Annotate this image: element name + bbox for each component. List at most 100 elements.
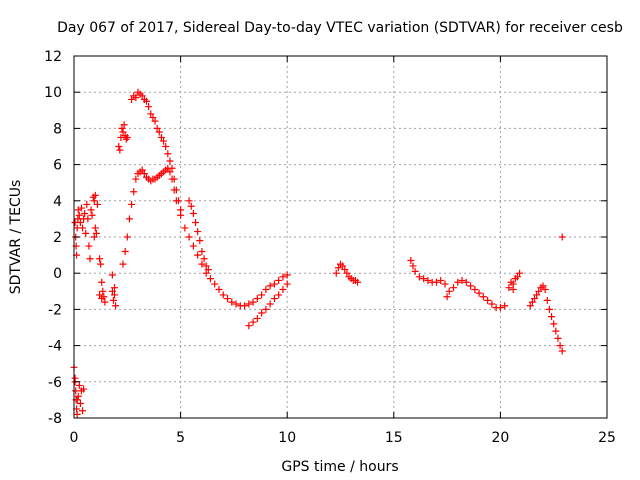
- data-point: [415, 273, 423, 281]
- series-rising-tail: [245, 280, 291, 330]
- data-point: [109, 296, 117, 304]
- data-point: [82, 229, 90, 237]
- data-point: [279, 273, 287, 281]
- data-point: [90, 233, 98, 241]
- y-tick-label: 6: [53, 158, 62, 174]
- data-point: [270, 295, 278, 303]
- data-point: [541, 285, 549, 293]
- data-point: [432, 278, 440, 286]
- data-point: [145, 103, 153, 111]
- data-point: [119, 128, 127, 136]
- data-point: [262, 305, 270, 313]
- axis-ticks: [73, 55, 608, 419]
- data-point: [99, 287, 107, 295]
- y-tick-label: -8: [48, 411, 62, 427]
- data-point: [516, 269, 524, 277]
- x-tick-label: 10: [278, 430, 296, 446]
- data-point: [411, 267, 419, 275]
- data-point: [164, 150, 172, 158]
- data-point: [206, 275, 214, 283]
- data-point: [160, 137, 168, 145]
- data-point: [270, 280, 278, 288]
- data-point: [409, 262, 417, 270]
- data-point: [192, 219, 200, 227]
- data-point: [443, 293, 451, 301]
- data-point: [79, 407, 87, 415]
- data-point: [122, 135, 130, 143]
- data-point: [92, 229, 100, 237]
- data-point: [249, 318, 257, 326]
- data-point: [554, 334, 562, 342]
- data-point: [550, 320, 558, 328]
- data-point: [558, 233, 566, 241]
- data-point: [266, 282, 274, 290]
- data-series: [70, 88, 566, 418]
- series-secondary-ridge: [185, 197, 212, 274]
- x-axis-title: GPS time / hours: [281, 459, 398, 475]
- data-point: [98, 278, 106, 286]
- data-point: [441, 280, 449, 288]
- series-peak-arc: [115, 88, 185, 214]
- data-point: [79, 224, 87, 232]
- data-point: [462, 278, 470, 286]
- data-point: [245, 300, 253, 308]
- data-point: [535, 287, 543, 295]
- data-point: [189, 242, 197, 250]
- data-point: [98, 295, 106, 303]
- data-point: [128, 95, 136, 103]
- data-point: [488, 300, 496, 308]
- data-point: [73, 396, 81, 404]
- data-point: [177, 211, 185, 219]
- data-point: [275, 291, 283, 299]
- data-point: [185, 233, 193, 241]
- data-point: [548, 313, 556, 321]
- data-point: [545, 305, 553, 313]
- data-point: [283, 280, 291, 288]
- x-tick-label: 0: [70, 430, 79, 446]
- data-point: [228, 298, 236, 306]
- y-tick-label: -4: [48, 339, 62, 355]
- data-point: [198, 260, 206, 268]
- data-point: [115, 143, 123, 150]
- data-point: [168, 175, 176, 183]
- series-late-cluster: [505, 269, 524, 293]
- series-outlier: [558, 233, 566, 241]
- data-point: [187, 202, 195, 210]
- data-point: [128, 200, 136, 208]
- data-point: [93, 200, 101, 208]
- data-point: [142, 97, 150, 105]
- data-point: [172, 197, 180, 205]
- data-point: [75, 381, 83, 389]
- grid-lines: [74, 56, 607, 418]
- series-main-hump: [119, 164, 291, 310]
- data-point: [253, 314, 261, 322]
- data-point: [526, 302, 534, 310]
- data-point: [334, 264, 342, 272]
- data-point: [198, 247, 206, 255]
- data-point: [83, 200, 91, 208]
- data-point: [552, 327, 560, 335]
- data-point: [166, 157, 174, 165]
- data-point: [121, 247, 129, 255]
- data-point: [539, 282, 547, 290]
- data-point: [543, 296, 551, 304]
- data-point: [170, 186, 178, 194]
- data-point: [73, 410, 81, 418]
- data-point: [75, 211, 83, 219]
- data-point: [117, 133, 125, 141]
- data-point: [155, 128, 163, 136]
- data-point: [76, 219, 84, 227]
- data-point: [332, 269, 340, 277]
- data-point: [454, 278, 462, 286]
- data-point: [125, 215, 133, 223]
- data-point: [437, 276, 445, 284]
- data-point: [147, 110, 155, 118]
- data-point: [85, 242, 93, 250]
- y-tick-label: -6: [48, 375, 62, 391]
- data-point: [164, 164, 172, 172]
- y-axis-title: SDTVAR / TECUs: [8, 180, 24, 295]
- data-point: [194, 228, 202, 236]
- series-final-decline: [526, 282, 566, 355]
- data-point: [501, 302, 509, 310]
- data-point: [283, 271, 291, 279]
